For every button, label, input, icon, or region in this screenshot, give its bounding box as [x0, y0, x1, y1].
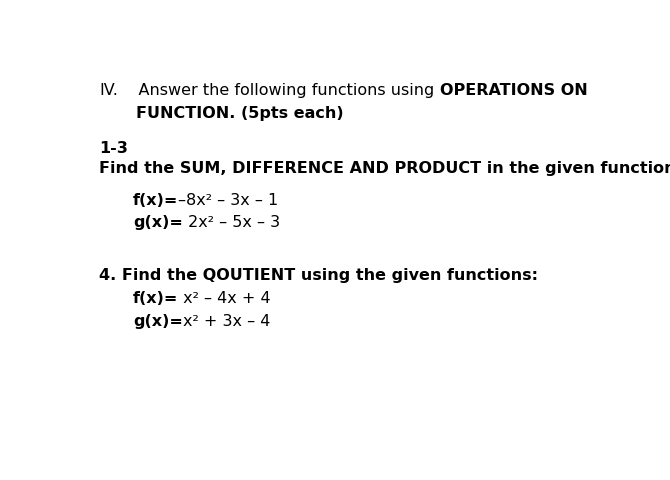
- Text: Find the SUM, DIFFERENCE AND PRODUCT in the given functions:: Find the SUM, DIFFERENCE AND PRODUCT in …: [99, 161, 670, 176]
- Text: 2x² – 5x – 3: 2x² – 5x – 3: [183, 215, 280, 230]
- Text: f(x)=: f(x)=: [133, 192, 178, 207]
- Text: 1-3: 1-3: [99, 141, 128, 156]
- Text: –8x² – 3x – 1: –8x² – 3x – 1: [178, 192, 279, 207]
- Text: Answer the following functions using: Answer the following functions using: [118, 84, 440, 98]
- Text: g(x)=: g(x)=: [133, 215, 183, 230]
- Text: g(x)=: g(x)=: [133, 314, 183, 329]
- Text: x² – 4x + 4: x² – 4x + 4: [178, 291, 271, 306]
- Text: x² + 3x – 4: x² + 3x – 4: [183, 314, 270, 329]
- Text: IV.: IV.: [99, 84, 118, 98]
- Text: OPERATIONS ON: OPERATIONS ON: [440, 84, 588, 98]
- Text: f(x)=: f(x)=: [133, 291, 178, 306]
- Text: FUNCTION. (5pts each): FUNCTION. (5pts each): [135, 107, 343, 121]
- Text: 4. Find the QOUTIENT using the given functions:: 4. Find the QOUTIENT using the given fun…: [99, 268, 538, 283]
